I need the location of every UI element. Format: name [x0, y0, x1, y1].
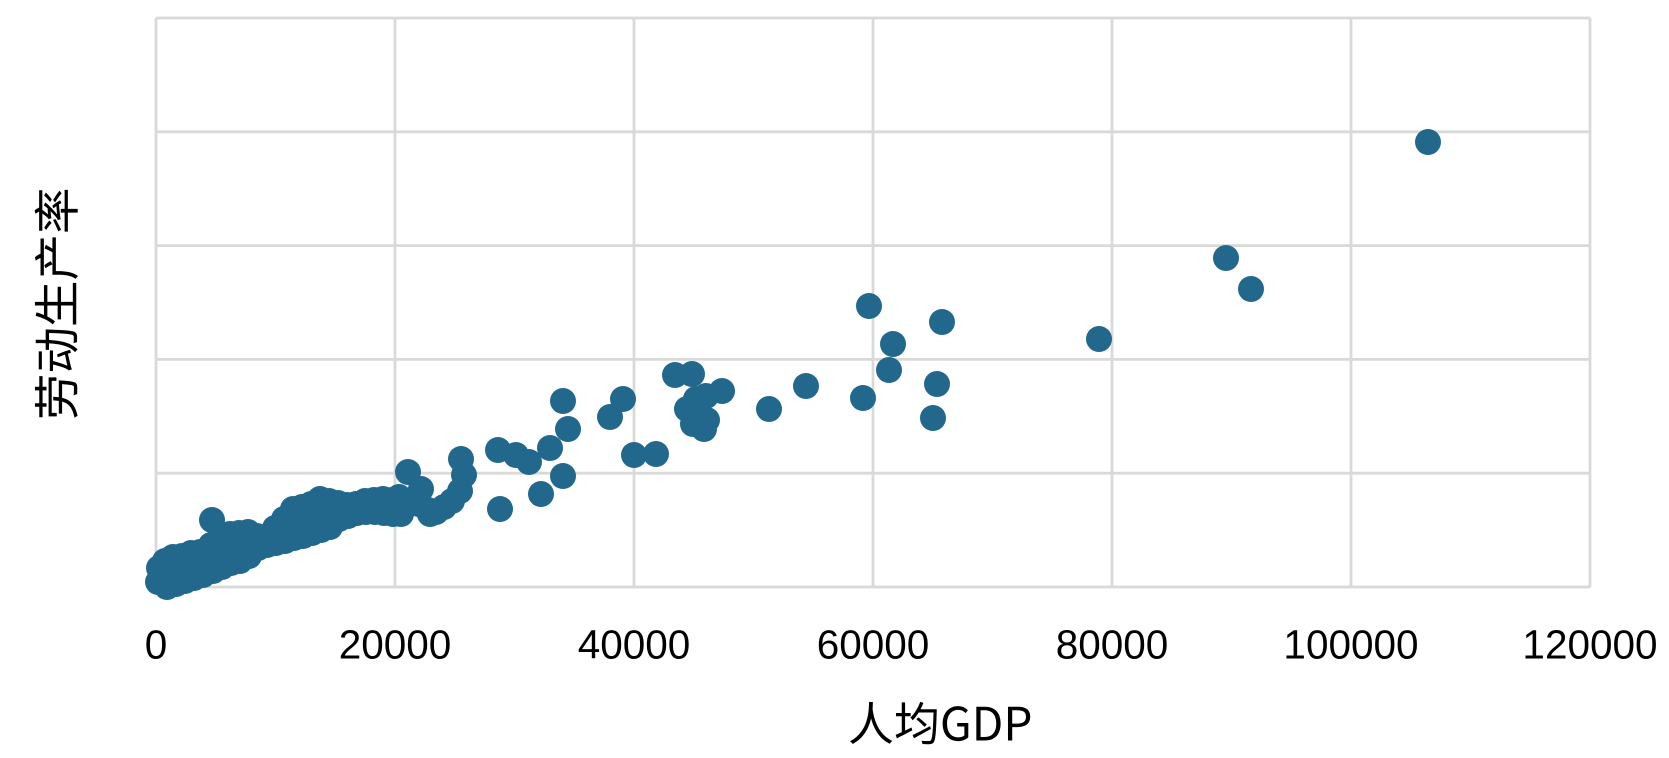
svg-text:20000: 20000 — [339, 622, 452, 668]
svg-text:100000: 100000 — [1283, 622, 1418, 668]
svg-text:0: 0 — [145, 622, 168, 668]
svg-text:40000: 40000 — [578, 622, 691, 668]
svg-text:120000: 120000 — [1522, 622, 1657, 668]
svg-text:80000: 80000 — [1056, 622, 1169, 668]
svg-text:60000: 60000 — [817, 622, 930, 668]
